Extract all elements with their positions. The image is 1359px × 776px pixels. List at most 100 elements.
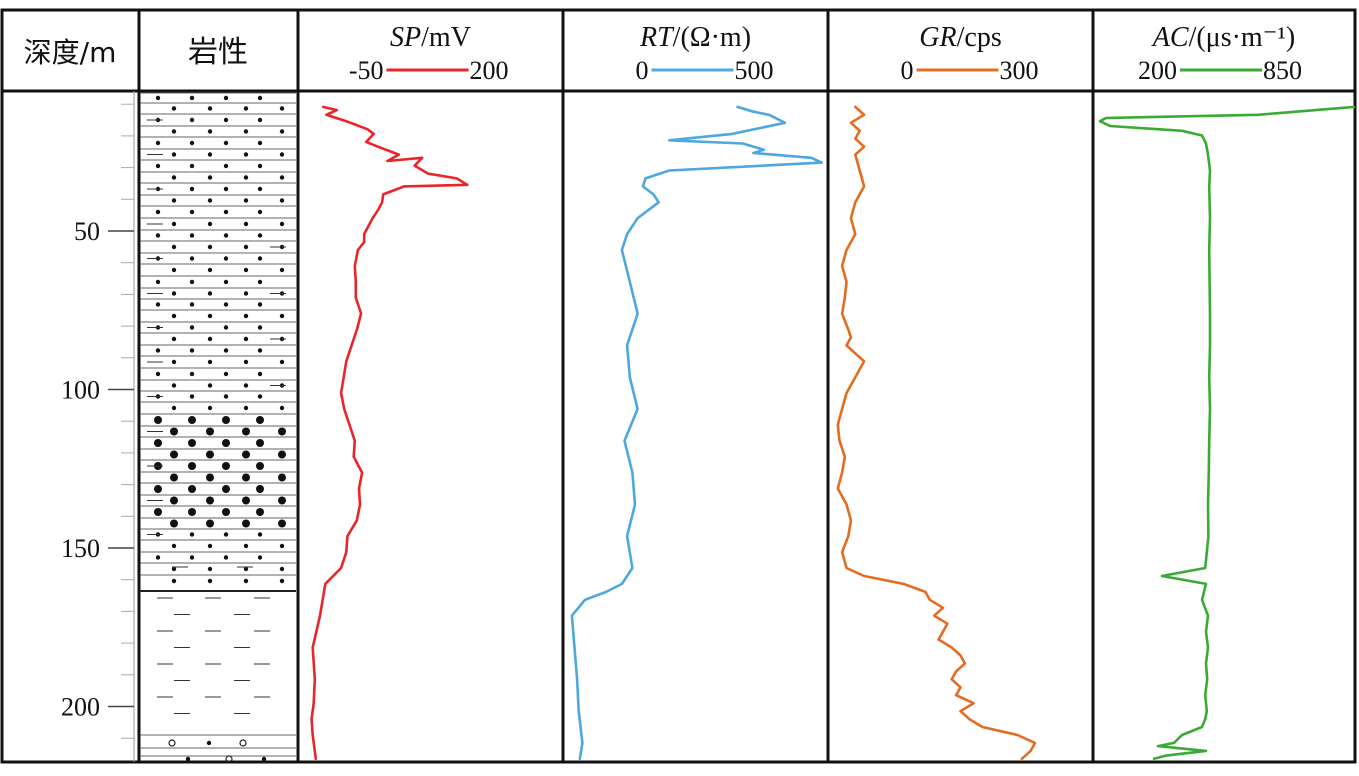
- depth-axis: 50 100 150 200: [61, 91, 135, 762]
- sand-grain: [170, 427, 178, 436]
- sand-grain: [279, 313, 285, 319]
- track-header-ac: AC/(μs·m⁻¹) 200 850: [1138, 22, 1302, 85]
- sand-grain: [206, 473, 214, 482]
- sand-grain: [171, 175, 177, 180]
- sand-grain: [223, 256, 229, 261]
- sand-grain: [256, 462, 264, 470]
- sand-grain: [155, 209, 161, 215]
- sand-grain: [171, 359, 177, 365]
- sand-grain: [188, 439, 196, 447]
- sand-grain: [207, 578, 213, 584]
- curve-name: SP: [390, 22, 421, 53]
- sand-grain: [242, 496, 250, 505]
- sand-grain: [256, 416, 264, 424]
- sand-grain: [206, 427, 214, 436]
- sand-grain: [223, 302, 229, 307]
- sand-grain: [207, 129, 213, 134]
- sand-grain: [185, 756, 191, 762]
- sand-grain: [279, 359, 285, 365]
- sand-grain: [189, 209, 195, 215]
- sand-grain: [278, 450, 286, 459]
- sand-grain: [189, 302, 195, 307]
- sand-grain: [189, 371, 195, 377]
- curve-name: RT: [639, 22, 675, 53]
- track-title: AC/(μs·m⁻¹): [1151, 22, 1295, 53]
- sand-grain: [243, 405, 249, 411]
- sand-grain: [170, 519, 178, 528]
- sand-grain: [171, 313, 177, 319]
- sand-grain: [154, 439, 162, 447]
- scale-max-label: 850: [1263, 56, 1302, 85]
- sand-grain: [170, 473, 178, 482]
- sand-grain: [223, 117, 229, 123]
- sand-grain: [207, 313, 213, 319]
- sand-grain: [278, 427, 286, 436]
- sand-grain: [154, 508, 162, 516]
- sand-grain: [279, 578, 285, 584]
- sand-grain: [207, 175, 213, 180]
- sand-grain: [222, 462, 230, 470]
- sand-grain: [207, 198, 213, 203]
- table-frame: [0, 8, 1357, 764]
- depth-tick-label: 150: [61, 534, 100, 563]
- sand-grain: [257, 233, 263, 238]
- track-header-rt: RT/(Ω·m) 0 500: [636, 22, 774, 85]
- sand-grain: [223, 394, 229, 399]
- sand-grain: [206, 740, 212, 746]
- sand-grain: [155, 555, 161, 560]
- sand-grain: [189, 95, 195, 101]
- sand-grain: [171, 152, 177, 157]
- pebble: [168, 739, 176, 747]
- track-title: SP/mV: [390, 22, 471, 53]
- scale-max-label: 300: [1000, 56, 1039, 85]
- sand-grain: [207, 543, 213, 549]
- track-title: RT/(Ω·m): [639, 22, 751, 53]
- sand-grain: [171, 383, 177, 388]
- sand-grain: [207, 566, 213, 572]
- sand-grain: [189, 394, 195, 399]
- curve-rt: [570, 105, 824, 761]
- scale-min-label: 200: [1138, 56, 1177, 85]
- sand-grain: [243, 336, 249, 342]
- depth-tick-label: 100: [61, 376, 100, 405]
- sand-grain: [155, 279, 161, 285]
- sand-grain: [279, 267, 285, 273]
- sand-grain: [206, 519, 214, 528]
- sand-grain: [155, 95, 161, 101]
- sand-grain: [222, 508, 230, 516]
- sand-grain: [223, 279, 229, 285]
- sand-grain: [243, 221, 249, 227]
- curve-sp: [310, 105, 469, 761]
- sand-grain: [242, 450, 250, 459]
- sand-grain: [207, 359, 213, 365]
- sand-grain: [279, 129, 285, 134]
- sand-grain: [171, 405, 177, 411]
- curve-name: AC: [1151, 22, 1189, 53]
- sand-grain: [170, 496, 178, 505]
- curve-unit: /(Ω·m): [673, 22, 751, 53]
- sand-grain: [278, 473, 286, 482]
- sand-grain: [242, 519, 250, 528]
- sand-grain: [171, 543, 177, 549]
- sand-grain: [243, 566, 249, 572]
- sand-grain: [257, 140, 263, 146]
- sand-grain: [223, 186, 229, 192]
- sand-grain: [222, 416, 230, 424]
- sand-grain: [155, 371, 161, 377]
- sand-grain: [207, 267, 213, 273]
- curve-unit: /cps: [957, 22, 1002, 53]
- sand-grain: [243, 543, 249, 549]
- sand-grain: [279, 198, 285, 203]
- sand-grain: [278, 496, 286, 505]
- sand-grain: [189, 233, 195, 238]
- sand-grain: [189, 348, 195, 353]
- sand-grain: [171, 244, 177, 250]
- curve-gr: [836, 105, 1037, 761]
- lithology-column: [140, 92, 296, 762]
- sand-grain: [257, 371, 263, 377]
- sand-grain: [207, 106, 213, 111]
- sand-grain: [207, 405, 213, 411]
